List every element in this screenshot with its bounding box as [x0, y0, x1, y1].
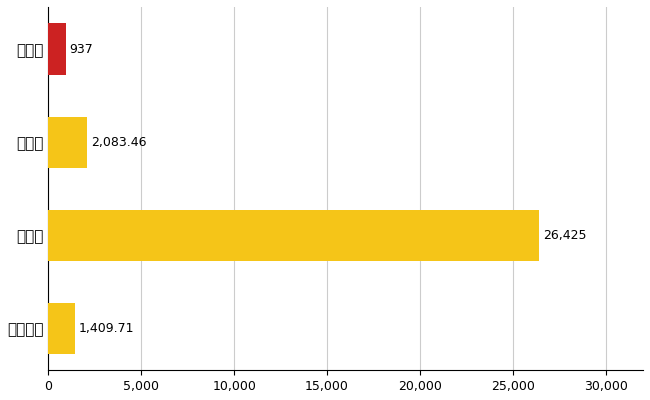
Text: 1,409.71: 1,409.71 — [78, 322, 134, 335]
Bar — [48, 24, 66, 75]
Text: 937: 937 — [70, 42, 93, 56]
Text: 26,425: 26,425 — [543, 229, 587, 242]
Bar — [48, 116, 87, 168]
Bar — [48, 303, 75, 354]
Text: 2,083.46: 2,083.46 — [91, 136, 146, 149]
Bar — [48, 210, 540, 261]
